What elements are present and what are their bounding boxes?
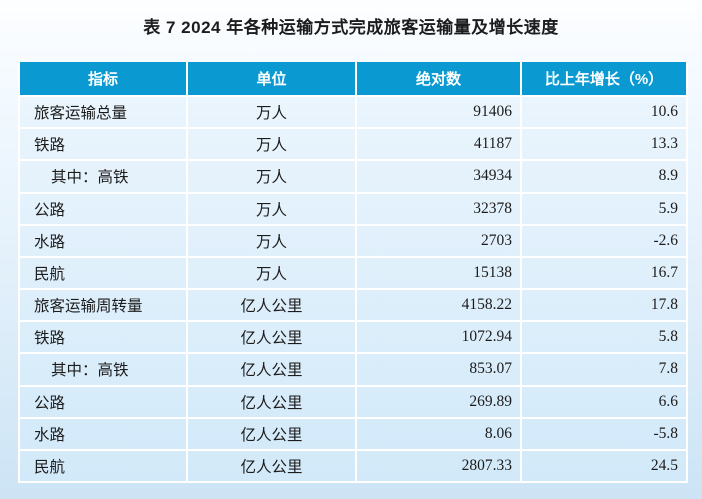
table-row: 公路 亿人公里 269.89 6.6 xyxy=(20,384,686,417)
value-cell: 853.07 xyxy=(357,354,522,385)
unit-cell: 万人 xyxy=(188,225,357,256)
indicator-cell: 水路 xyxy=(20,418,188,449)
value-cell: 15138 xyxy=(357,257,522,289)
unit-cell: 亿人公里 xyxy=(188,290,357,321)
value-cell: 34934 xyxy=(357,161,522,192)
value-cell: 2703 xyxy=(357,225,522,256)
value-cell: 1072.94 xyxy=(357,322,522,353)
unit-cell: 万人 xyxy=(188,193,357,224)
column-header-growth: 比上年增长（%） xyxy=(544,71,664,88)
unit-cell: 亿人公里 xyxy=(188,322,357,353)
growth-cell: 10.6 xyxy=(650,103,678,121)
value-cell: 4158.22 xyxy=(357,290,522,321)
page-title: 表 7 2024 年各种运输方式完成旅客运输量及增长速度 xyxy=(143,18,559,37)
table-body: 旅客运输总量 万人 91406 10.6 铁路 万人 41187 13.3 其中… xyxy=(20,95,686,482)
growth-cell: 13.3 xyxy=(650,135,678,153)
growth-cell: 5.8 xyxy=(658,328,678,346)
table-row: 其中：高铁 亿人公里 853.07 7.8 xyxy=(20,352,686,385)
indicator-cell: 其中：高铁 xyxy=(20,354,188,385)
growth-cell: 6.6 xyxy=(658,392,678,410)
growth-cell: -2.6 xyxy=(653,231,678,249)
growth-cell: -5.8 xyxy=(653,424,678,442)
table-row: 民航 亿人公里 2807.33 24.5 xyxy=(20,448,686,482)
table-row: 铁路 亿人公里 1072.94 5.8 xyxy=(20,320,686,353)
growth-cell: 17.8 xyxy=(650,296,678,314)
column-header-absolute-value: 绝对数 xyxy=(357,62,522,95)
growth-cell: 8.9 xyxy=(658,167,678,185)
value-cell: 8.06 xyxy=(357,418,522,449)
indicator-cell: 民航 xyxy=(20,257,188,289)
indicator-cell: 铁路 xyxy=(20,129,188,160)
indicator-cell: 公路 xyxy=(20,386,188,417)
unit-cell: 亿人公里 xyxy=(188,386,357,417)
indicator-cell: 公路 xyxy=(20,193,188,224)
growth-cell: 24.5 xyxy=(650,456,678,474)
table-row: 旅客运输周转量 亿人公里 4158.22 17.8 xyxy=(20,288,686,321)
table-row: 水路 亿人公里 8.06 -5.8 xyxy=(20,416,686,449)
passenger-transport-table: 指标 单位 绝对数 比上年增长（%） 旅客运输总量 万人 91406 10.6 … xyxy=(18,62,688,483)
table-row: 其中：高铁 万人 34934 8.9 xyxy=(20,159,686,192)
unit-cell: 万人 xyxy=(188,161,357,192)
table-row: 旅客运输总量 万人 91406 10.6 xyxy=(20,95,686,128)
indicator-cell: 其中：高铁 xyxy=(20,161,188,192)
unit-cell: 万人 xyxy=(188,97,357,128)
indicator-cell: 旅客运输周转量 xyxy=(20,290,188,321)
unit-cell: 万人 xyxy=(188,257,357,289)
table-header-row: 指标 单位 绝对数 比上年增长（%） xyxy=(20,62,686,95)
value-cell: 32378 xyxy=(357,193,522,224)
table-row: 水路 万人 2703 -2.6 xyxy=(20,223,686,256)
table-row: 铁路 万人 41187 13.3 xyxy=(20,127,686,160)
value-cell: 2807.33 xyxy=(357,450,522,482)
value-cell: 41187 xyxy=(357,129,522,160)
column-header-indicator: 指标 xyxy=(20,62,188,95)
growth-cell: 7.8 xyxy=(658,360,678,378)
indicator-cell: 民航 xyxy=(20,450,188,482)
unit-cell: 亿人公里 xyxy=(188,450,357,482)
column-header-unit: 单位 xyxy=(188,62,357,95)
unit-cell: 亿人公里 xyxy=(188,418,357,449)
growth-cell: 5.9 xyxy=(658,199,678,217)
indicator-cell: 铁路 xyxy=(20,322,188,353)
indicator-cell: 旅客运输总量 xyxy=(20,97,188,128)
value-cell: 91406 xyxy=(357,97,522,128)
indicator-cell: 水路 xyxy=(20,225,188,256)
unit-cell: 万人 xyxy=(188,129,357,160)
table-row: 民航 万人 15138 16.7 xyxy=(20,255,686,289)
value-cell: 269.89 xyxy=(357,386,522,417)
unit-cell: 亿人公里 xyxy=(188,354,357,385)
table-row: 公路 万人 32378 5.9 xyxy=(20,191,686,224)
growth-cell: 16.7 xyxy=(650,263,678,281)
